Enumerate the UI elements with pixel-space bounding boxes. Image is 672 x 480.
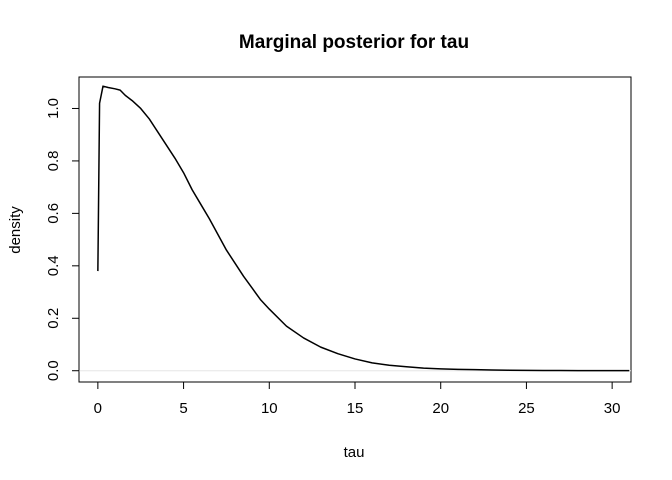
x-tick-label: 15 bbox=[347, 400, 364, 417]
x-tick-label: 30 bbox=[604, 400, 621, 417]
x-tick-label: 20 bbox=[432, 400, 449, 417]
plot-frame bbox=[78, 76, 632, 383]
y-tick-label: 0.8 bbox=[45, 150, 62, 171]
y-tick-label: 0.0 bbox=[45, 360, 62, 381]
x-tick-label: 0 bbox=[94, 400, 102, 417]
density-curve-line bbox=[97, 85, 630, 372]
x-tick-label: 5 bbox=[179, 400, 187, 417]
y-tick-label: 0.6 bbox=[45, 203, 62, 224]
y-tick-label: 0.2 bbox=[45, 308, 62, 329]
x-axis-label: tau bbox=[344, 444, 365, 461]
x-axis: 0 5 10 15 20 25 30 bbox=[94, 381, 621, 417]
chart-title: Marginal posterior for tau bbox=[239, 32, 469, 53]
x-tick-label: 10 bbox=[261, 400, 278, 417]
series-layer bbox=[97, 85, 630, 372]
y-tick-label: 1.0 bbox=[45, 98, 62, 119]
y-axis-label: density bbox=[7, 206, 24, 254]
x-tick-label: 25 bbox=[518, 400, 535, 417]
y-axis: 0.0 0.2 0.4 0.6 0.8 1.0 bbox=[45, 98, 80, 381]
y-tick-label: 0.4 bbox=[45, 255, 62, 276]
